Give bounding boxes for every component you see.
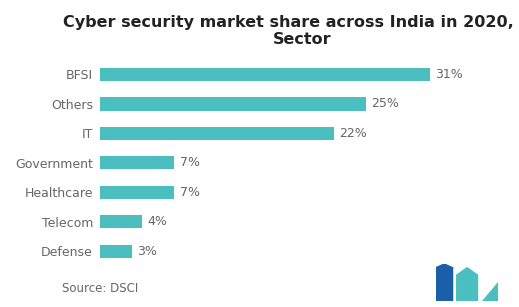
Text: Source: DSCI: Source: DSCI bbox=[62, 282, 139, 295]
Bar bbox=[100, 127, 334, 140]
Text: 22%: 22% bbox=[339, 127, 367, 140]
Text: 25%: 25% bbox=[371, 97, 399, 111]
Text: 31%: 31% bbox=[435, 68, 462, 81]
Polygon shape bbox=[457, 268, 477, 301]
Text: 7%: 7% bbox=[180, 156, 200, 169]
Bar bbox=[100, 97, 366, 111]
Polygon shape bbox=[436, 264, 453, 301]
Text: 7%: 7% bbox=[180, 186, 200, 199]
Bar bbox=[100, 186, 174, 199]
Bar bbox=[100, 68, 430, 81]
Title: Cyber security market share across India in 2020, by
Sector: Cyber security market share across India… bbox=[63, 15, 519, 47]
Bar bbox=[100, 156, 174, 169]
Text: 3%: 3% bbox=[137, 245, 157, 258]
Polygon shape bbox=[482, 282, 498, 301]
Bar bbox=[100, 245, 132, 258]
Text: 4%: 4% bbox=[148, 215, 168, 228]
Bar bbox=[100, 215, 142, 228]
